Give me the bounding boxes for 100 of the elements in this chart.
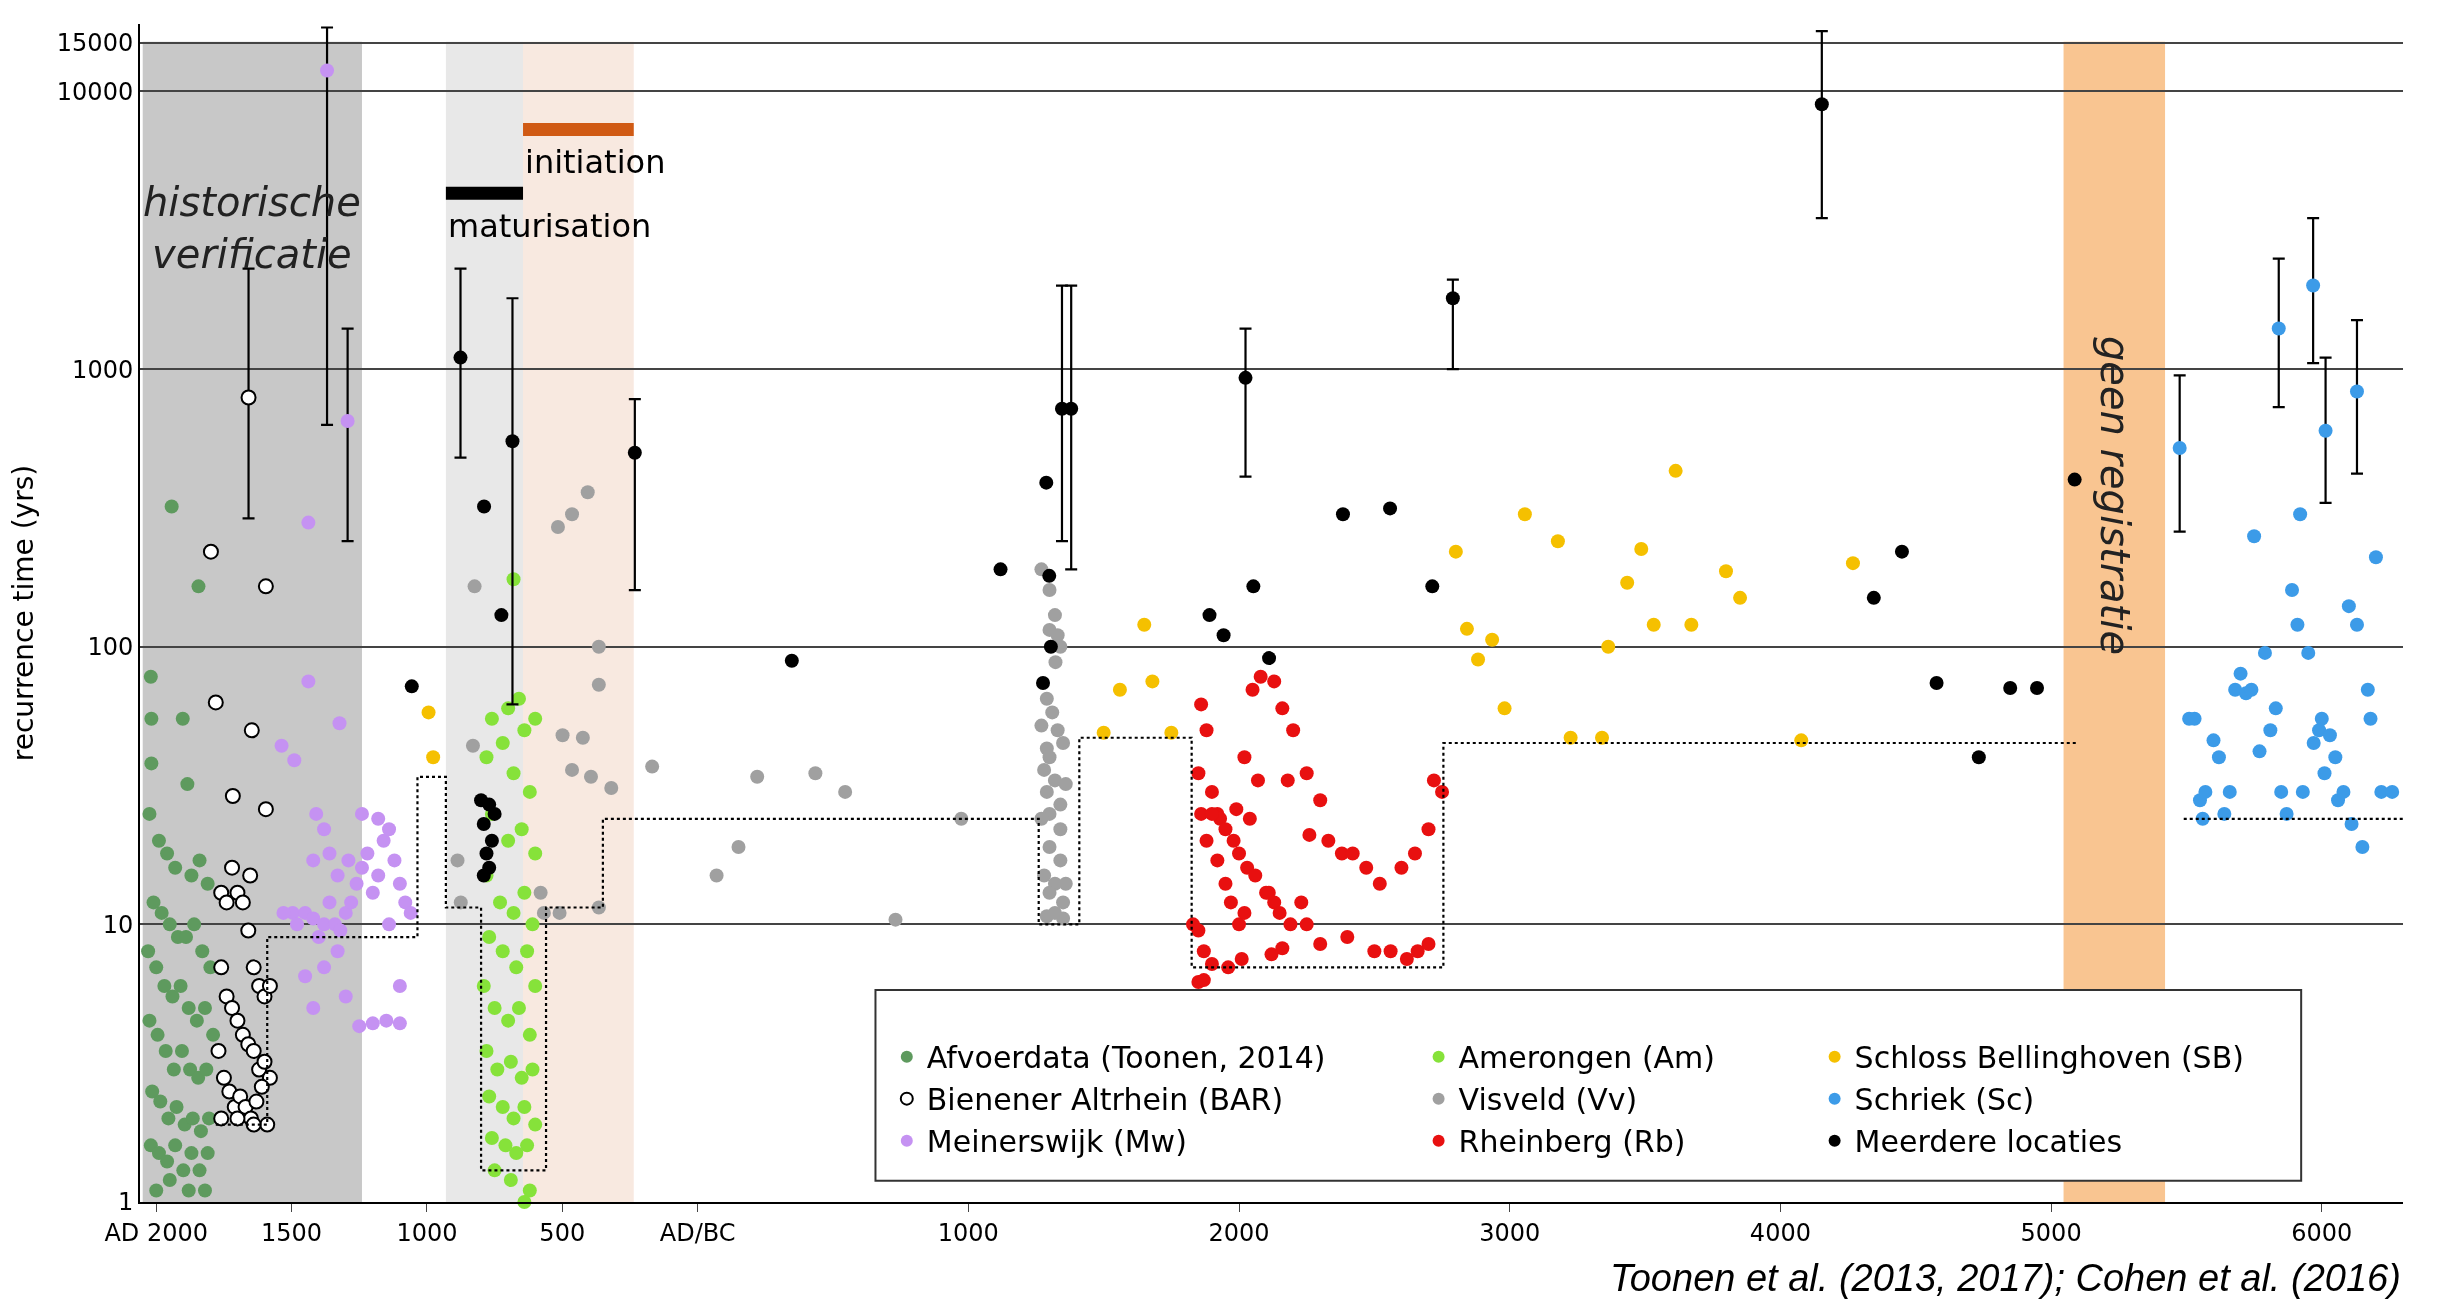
point bbox=[2233, 666, 2248, 681]
point bbox=[306, 853, 321, 868]
point bbox=[1497, 701, 1512, 716]
point bbox=[398, 895, 413, 910]
point bbox=[2285, 583, 2300, 598]
point bbox=[1034, 811, 1049, 826]
point bbox=[479, 846, 494, 861]
point bbox=[1246, 579, 1261, 594]
x-tick-label: AD 2000 bbox=[104, 1218, 209, 1247]
point bbox=[731, 839, 746, 854]
point bbox=[495, 736, 510, 751]
point bbox=[245, 959, 262, 976]
point bbox=[317, 822, 332, 837]
point bbox=[528, 1117, 543, 1132]
point bbox=[484, 711, 499, 726]
point bbox=[1262, 651, 1277, 666]
point bbox=[259, 1116, 276, 1133]
point bbox=[517, 723, 532, 738]
legend-label: Amerongen (Am) bbox=[1458, 1040, 1716, 1076]
point bbox=[1039, 784, 1054, 799]
point bbox=[185, 1111, 200, 1126]
point bbox=[338, 989, 353, 1004]
point bbox=[498, 1138, 513, 1153]
point bbox=[183, 1062, 198, 1077]
legend-label: Visveld (Vv) bbox=[1458, 1082, 1638, 1118]
point bbox=[1448, 544, 1463, 559]
point bbox=[144, 756, 159, 771]
point bbox=[2295, 784, 2310, 799]
point bbox=[2030, 681, 2045, 696]
point bbox=[2360, 682, 2375, 697]
point bbox=[482, 930, 497, 945]
point bbox=[392, 876, 407, 891]
point bbox=[371, 811, 386, 826]
point bbox=[2293, 507, 2308, 522]
y-tick-label: 100 bbox=[87, 633, 134, 662]
legend-label: Schriek (Sc) bbox=[1854, 1082, 2035, 1118]
point bbox=[838, 784, 853, 799]
point bbox=[1047, 773, 1062, 788]
point bbox=[287, 753, 302, 768]
point bbox=[2317, 766, 2332, 781]
point bbox=[1202, 608, 1217, 623]
point bbox=[993, 562, 1008, 577]
point bbox=[591, 639, 606, 654]
point bbox=[330, 944, 345, 959]
x-tick-label: 6000 bbox=[2291, 1218, 2353, 1247]
y-tick-label: 10000 bbox=[56, 77, 134, 106]
point bbox=[1056, 895, 1071, 910]
point bbox=[141, 944, 156, 959]
point bbox=[2244, 682, 2259, 697]
point bbox=[2385, 784, 2400, 799]
x-tick-label: 5000 bbox=[2020, 1218, 2082, 1247]
point bbox=[1425, 579, 1440, 594]
point bbox=[808, 766, 823, 781]
point bbox=[2274, 784, 2289, 799]
point bbox=[162, 1173, 177, 1188]
point bbox=[1064, 401, 1079, 416]
point bbox=[242, 867, 259, 884]
point bbox=[506, 1111, 521, 1126]
point bbox=[1058, 876, 1073, 891]
point bbox=[168, 1138, 183, 1153]
point bbox=[2067, 472, 2082, 487]
point bbox=[184, 868, 199, 883]
point bbox=[2263, 723, 2278, 738]
point bbox=[2306, 736, 2321, 751]
point bbox=[176, 1163, 191, 1178]
point bbox=[2341, 599, 2356, 614]
point bbox=[175, 711, 190, 726]
point bbox=[709, 868, 724, 883]
point bbox=[200, 876, 215, 891]
point bbox=[2314, 711, 2329, 726]
point bbox=[257, 801, 274, 818]
point bbox=[520, 1138, 535, 1153]
point bbox=[2349, 384, 2364, 399]
point bbox=[528, 846, 543, 861]
point bbox=[1112, 682, 1127, 697]
point bbox=[2222, 784, 2237, 799]
point bbox=[525, 1062, 540, 1077]
point bbox=[1053, 797, 1068, 812]
point bbox=[234, 894, 251, 911]
point bbox=[479, 1043, 494, 1058]
point bbox=[522, 784, 537, 799]
point bbox=[784, 653, 799, 668]
point bbox=[256, 1053, 273, 1070]
point bbox=[215, 1069, 232, 1086]
point bbox=[162, 917, 177, 932]
point bbox=[476, 816, 491, 831]
point bbox=[2328, 750, 2343, 765]
point bbox=[1814, 97, 1829, 112]
point bbox=[525, 917, 540, 932]
point bbox=[166, 1062, 181, 1077]
point bbox=[528, 978, 543, 993]
point bbox=[1042, 568, 1057, 583]
point bbox=[404, 679, 419, 694]
point bbox=[1053, 822, 1068, 837]
point bbox=[2290, 617, 2305, 632]
point bbox=[514, 822, 529, 837]
point bbox=[352, 1019, 367, 1034]
point bbox=[224, 787, 241, 804]
point bbox=[2368, 550, 2383, 565]
point bbox=[2349, 617, 2364, 632]
